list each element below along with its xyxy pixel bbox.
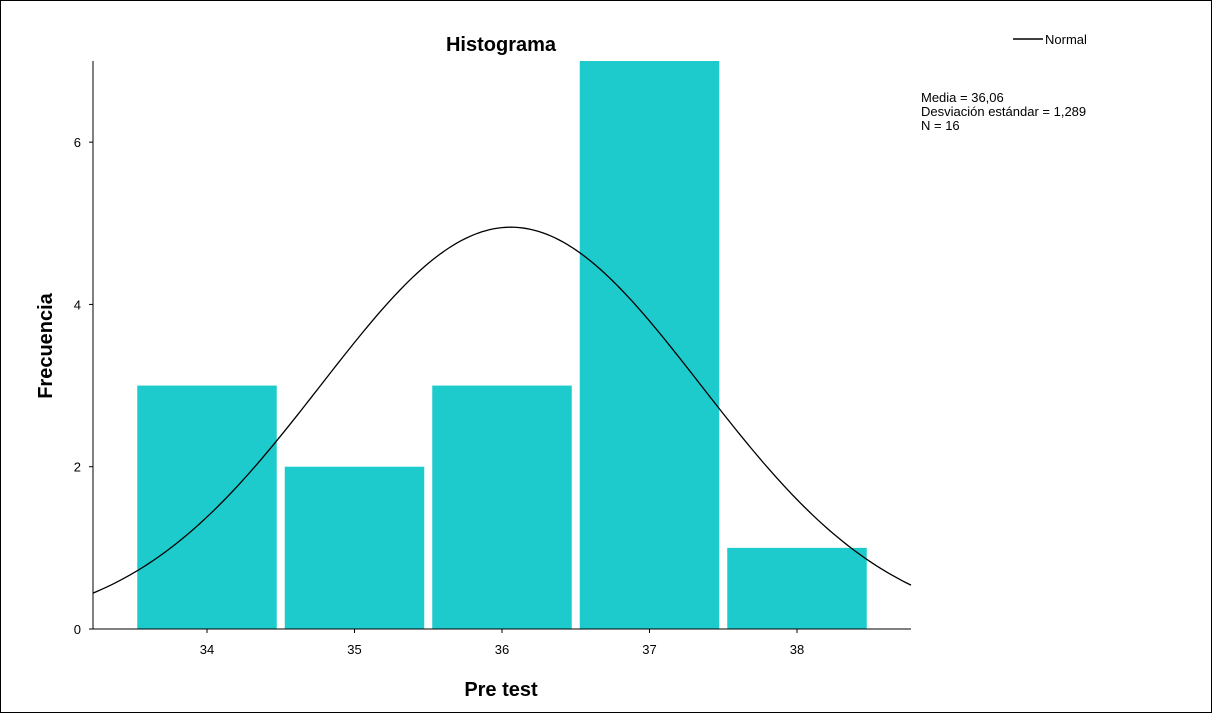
x-tick-label: 36 bbox=[495, 642, 509, 657]
normal-curve bbox=[92, 226, 912, 594]
bar-38 bbox=[727, 547, 867, 629]
x-tick-label: 35 bbox=[347, 642, 361, 657]
bars-group bbox=[137, 61, 867, 629]
bar-37 bbox=[579, 61, 720, 629]
x-ticks: 34 35 36 37 38 bbox=[200, 629, 804, 657]
y-tick-label: 0 bbox=[74, 622, 81, 637]
x-tick-label: 37 bbox=[642, 642, 656, 657]
stats-box: Media = 36,06 Desviación estándar = 1,28… bbox=[921, 90, 1086, 133]
x-tick-label: 34 bbox=[200, 642, 214, 657]
legend: Normal bbox=[1013, 32, 1087, 47]
bar-34 bbox=[137, 385, 277, 629]
bar-35 bbox=[284, 466, 425, 629]
y-axis-title: Frecuencia bbox=[35, 292, 57, 398]
y-tick-label: 4 bbox=[74, 297, 81, 312]
chart-title: Histograma bbox=[446, 34, 557, 56]
stat-n: N = 16 bbox=[921, 118, 960, 133]
stat-sd: Desviación estándar = 1,289 bbox=[921, 104, 1086, 119]
x-axis-title: Pre test bbox=[464, 679, 538, 701]
y-tick-label: 2 bbox=[74, 460, 81, 475]
stat-mean: Media = 36,06 bbox=[921, 90, 1004, 105]
bar-36 bbox=[432, 385, 572, 629]
y-ticks: 0 2 4 6 bbox=[74, 135, 93, 637]
y-tick-label: 6 bbox=[74, 135, 81, 150]
x-tick-label: 38 bbox=[790, 642, 804, 657]
legend-label: Normal bbox=[1045, 32, 1087, 47]
